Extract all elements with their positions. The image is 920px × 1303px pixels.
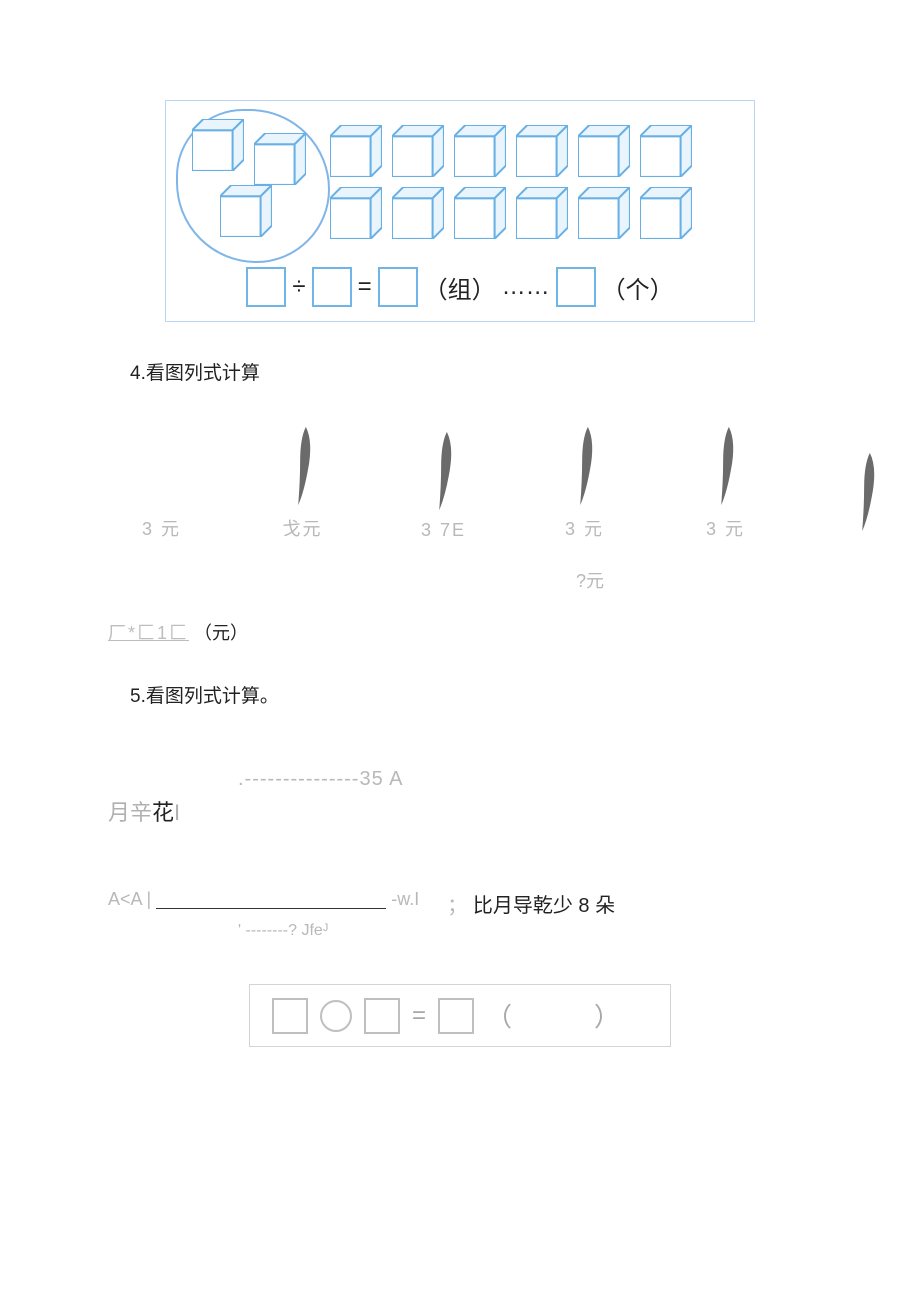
cube-icon — [516, 125, 568, 177]
price-label: 3 元 — [706, 515, 745, 541]
q4-title: 4.看图列式计算 — [130, 358, 920, 385]
price-label: 戈元 — [283, 515, 323, 541]
q5-equation-box: = （ ） — [249, 984, 671, 1047]
cube-icon — [640, 187, 692, 239]
price-label: 3 元 — [565, 515, 604, 541]
cube-icon — [640, 125, 692, 177]
cube-icon — [454, 187, 506, 239]
cube-icon — [454, 125, 506, 177]
q5-figure: .---------------35 A 月辛花I A<A | -w.I ； 比… — [108, 768, 920, 940]
feather-item: 戈元 — [249, 423, 356, 541]
blank-box[interactable] — [556, 267, 596, 307]
feather-item: 3 元 — [672, 423, 779, 541]
cube-icon — [392, 187, 444, 239]
q4-expression: 厂*匚1匚 （元） — [108, 619, 920, 645]
blank-box[interactable] — [246, 267, 286, 307]
feather-item — [813, 449, 920, 541]
blank-box[interactable] — [312, 267, 352, 307]
cube-icon — [220, 185, 272, 237]
q5-label-1: 月辛花I — [108, 795, 920, 827]
unit-paren: （ ） — [486, 997, 648, 1034]
cube-icon — [516, 187, 568, 239]
cubes-grid — [180, 119, 740, 249]
cube-icon — [330, 125, 382, 177]
q4-question-price: ?元 — [260, 567, 920, 593]
blank-circle[interactable] — [320, 1000, 352, 1032]
q5-sub-text: ' --------? Jfeᴶ — [238, 922, 920, 940]
feather-item: 3 元 — [531, 423, 638, 541]
cube-icon — [330, 187, 382, 239]
blank-box[interactable] — [364, 998, 400, 1034]
q4-expr-suffix: （元） — [194, 623, 248, 643]
q5-left-expr: A<A | -w.I — [108, 889, 419, 910]
equals-sign: = — [358, 273, 372, 301]
group-label: （组） — [424, 270, 496, 305]
equals-sign: = — [412, 1002, 426, 1030]
q5-title: 5.看图列式计算。 — [130, 681, 920, 708]
blank-line[interactable] — [156, 892, 386, 909]
q5-brace-top: .---------------35 A — [238, 768, 920, 791]
q5-comparison-note: ； 比月导乾少 8 朵 — [447, 889, 615, 918]
price-label: 3 7E — [421, 520, 466, 541]
blank-box[interactable] — [438, 998, 474, 1034]
cubes-figure: ÷ = （组） …… （个） — [165, 100, 755, 322]
price-label: 3 元 — [142, 515, 181, 541]
division-equation: ÷ = （组） …… （个） — [180, 267, 740, 307]
divide-sign: ÷ — [292, 273, 305, 301]
cube-icon — [578, 125, 630, 177]
feather-item: 3 7E — [390, 428, 497, 541]
feather-row: 3 元 戈元 3 7E 3 元 3 元 — [108, 431, 920, 541]
blank-box[interactable] — [272, 998, 308, 1034]
cube-icon — [392, 125, 444, 177]
cube-icon — [192, 119, 244, 171]
cube-icon — [578, 187, 630, 239]
cube-icon — [254, 133, 306, 185]
q4-expr-prefix: 厂*匚1匚 — [108, 623, 189, 643]
blank-box[interactable] — [378, 267, 418, 307]
dots: …… — [502, 273, 550, 301]
piece-label: （个） — [602, 270, 674, 305]
feather-item: 3 元 — [108, 423, 215, 541]
